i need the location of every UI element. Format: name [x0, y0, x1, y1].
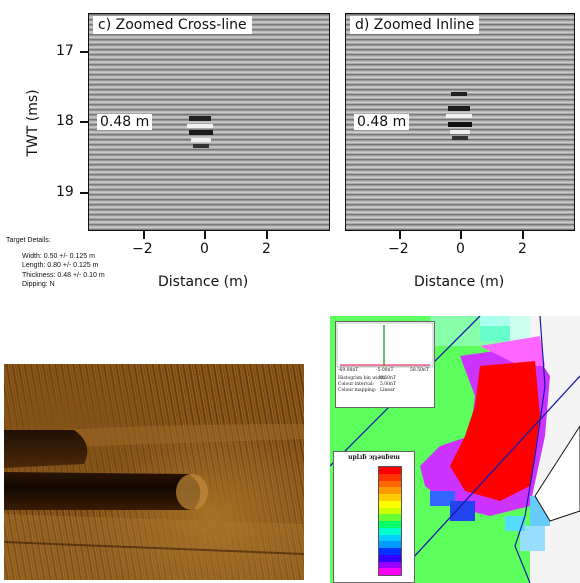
colour-ramp-cell	[379, 487, 401, 494]
side-scan-sonar-image	[4, 364, 304, 580]
colour-ramp-cell	[379, 507, 401, 515]
bin-width-label: Histogram bin width:	[338, 376, 387, 381]
colour-ramp-cell	[379, 561, 401, 569]
panel-c-ytick-label-17: 17	[56, 43, 74, 59]
colour-mapping-label: Colour mapping:	[338, 388, 377, 393]
colour-ramp-cell	[379, 534, 401, 542]
panel-c-xtick-neg2	[143, 231, 145, 239]
colour-legend-title: uplɹƃ ɔᴉʇǝuƃɐɯ	[348, 454, 400, 461]
panel-d-xtick-0	[460, 231, 462, 239]
panel-d-xlabel: Distance (m)	[414, 274, 505, 290]
panel-c-title: c) Zoomed Cross-line	[93, 16, 252, 34]
target-thickness: Thickness: 0.48 +/- 0.10 m	[22, 271, 105, 279]
panel-c-ytick-label-18: 18	[56, 113, 74, 129]
bin-width-value: 0.50nT	[380, 376, 396, 381]
seismic-panel-cross-line: c) Zoomed Cross-line 0.48 m	[88, 13, 330, 231]
seismic-panel-inline: d) Zoomed Inline 0.48 m	[345, 13, 575, 231]
inline-anomaly	[446, 92, 472, 140]
target-details-heading: Target Details:	[6, 237, 51, 244]
panel-c-thickness-label: 0.48 m	[97, 114, 153, 130]
panel-c-xtick-2	[266, 231, 268, 239]
panel-c-ytick-label-19: 19	[56, 184, 74, 200]
colour-ramp-cell	[379, 467, 401, 474]
colour-scale-legend: uplɹƃ ɔᴉʇǝuƃɐɯ	[333, 451, 415, 583]
panel-d-xtick-neg2	[399, 231, 401, 239]
colour-mapping-value: Linear	[380, 388, 395, 393]
panel-d-title: d) Zoomed Inline	[350, 16, 480, 34]
panel-c-xtick-label-0: 0	[200, 241, 209, 257]
panel-d-xtick-label-2: 2	[518, 241, 527, 257]
panel-c-ytick-19	[80, 192, 88, 194]
target-length: Length: 0.80 +/- 0.125 m	[22, 262, 99, 269]
colour-ramp-cell	[379, 554, 401, 562]
panel-c-xtick-0	[204, 231, 206, 239]
colour-ramp	[378, 466, 402, 576]
colour-ramp-cell	[379, 500, 401, 508]
panel-d-thickness-label: 0.48 m	[354, 114, 410, 130]
target-details: Target Details: Width: 0.50 +/- 0.125 m …	[6, 236, 105, 290]
colour-ramp-cell	[379, 521, 401, 528]
colour-ramp-cell	[379, 548, 401, 555]
panel-c-ytick-17	[80, 51, 88, 53]
colour-ramp-cell	[379, 480, 401, 488]
colour-ramp-cell	[379, 473, 401, 481]
colour-interval-label: Colour interval:	[338, 382, 374, 387]
histogram-plot	[336, 322, 434, 368]
histogram-legend: -69.08nT -5.00nT 58.50nT Histogram bin w…	[335, 321, 435, 408]
panel-c-xtick-label-neg2: −2	[132, 241, 153, 257]
colour-ramp-cell	[379, 541, 401, 548]
cross-line-anomaly	[187, 116, 213, 148]
magnetic-anomaly-map: -69.08nT -5.00nT 58.50nT Histogram bin w…	[330, 316, 580, 583]
panel-d-xtick-label-0: 0	[456, 241, 465, 257]
panel-c-xlabel: Distance (m)	[158, 274, 249, 290]
panel-c-ylabel: TWT (ms)	[25, 89, 41, 157]
colour-ramp-cell	[379, 527, 401, 535]
panel-d-xtick-label-neg2: −2	[388, 241, 409, 257]
target-dipping: Dipping: N	[22, 281, 55, 288]
panel-d-xtick-2	[522, 231, 524, 239]
colour-ramp-cell	[379, 568, 401, 575]
colour-interval-value: 5.00nT	[380, 382, 396, 387]
histogram-min-label: -69.08nT	[338, 368, 359, 373]
colour-ramp-cell	[379, 514, 401, 521]
histogram-mid-label: -5.00nT	[376, 368, 394, 373]
panel-c-ytick-18	[80, 121, 88, 123]
colour-ramp-cell	[379, 494, 401, 501]
target-width: Width: 0.50 +/- 0.125 m	[22, 252, 95, 260]
histogram-max-label: 58.50nT	[410, 368, 429, 373]
panel-c-xtick-label-2: 2	[262, 241, 271, 257]
